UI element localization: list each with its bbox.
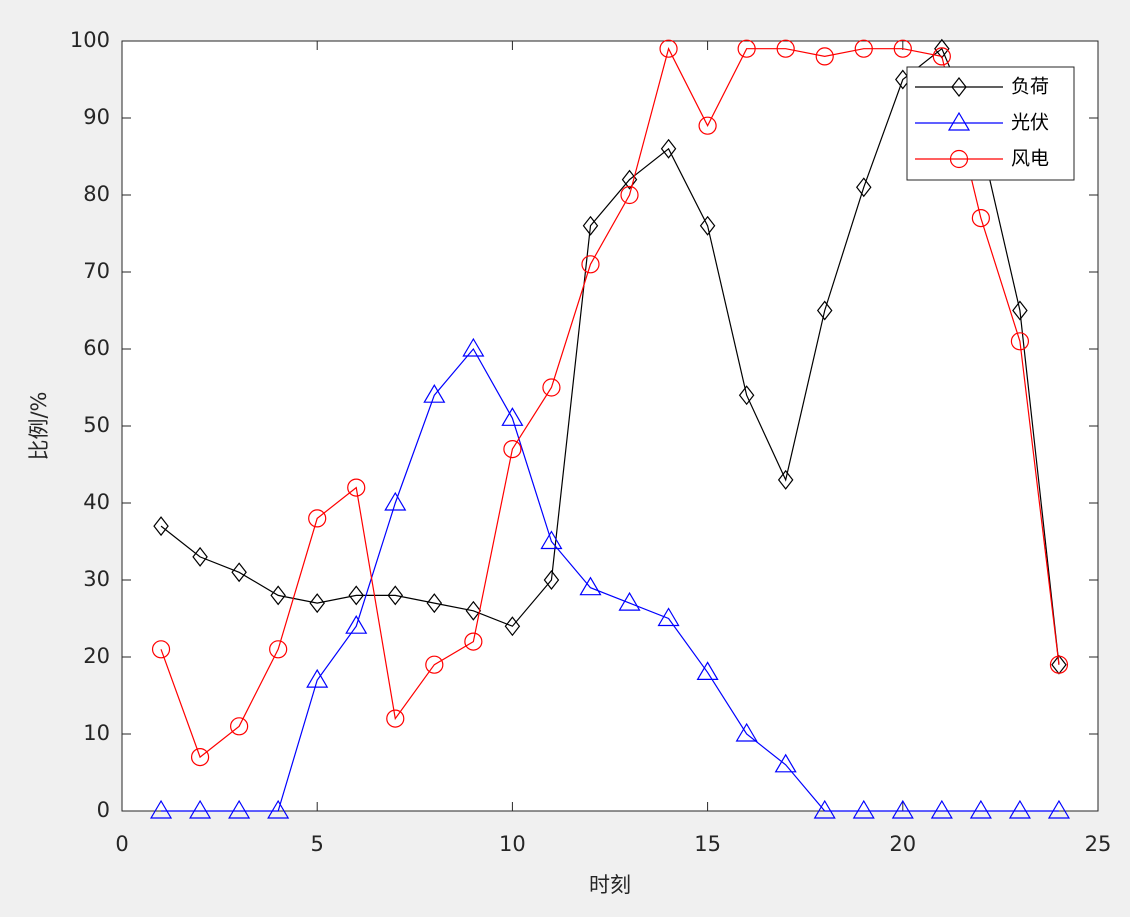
data-point — [698, 116, 717, 135]
x-tick-label: 25 — [1085, 832, 1112, 856]
x-tick-label: 5 — [311, 832, 324, 856]
data-point — [189, 799, 212, 819]
data-point — [149, 799, 173, 819]
y-tick-label: 30 — [83, 567, 110, 591]
data-point — [269, 640, 288, 659]
data-point — [737, 39, 756, 58]
data-point — [1010, 332, 1030, 351]
data-point — [345, 615, 368, 634]
data-point — [462, 337, 485, 357]
data-point — [776, 39, 795, 58]
legend-marker — [951, 77, 967, 97]
y-tick-label: 70 — [83, 259, 110, 283]
data-point — [190, 747, 210, 767]
legend-label: 光伏 — [1011, 112, 1049, 134]
data-point — [1008, 799, 1031, 819]
legend-label: 负荷 — [1011, 76, 1049, 98]
legend-marker — [949, 149, 969, 169]
data-point — [813, 799, 836, 819]
y-tick-label: 0 — [97, 798, 110, 822]
data-point — [540, 530, 563, 550]
x-axis-label: 时刻 — [589, 873, 631, 897]
y-tick-label: 80 — [83, 182, 110, 206]
data-point — [464, 632, 483, 651]
data-point — [267, 799, 290, 819]
data-point — [582, 215, 599, 236]
x-tick-label: 10 — [499, 832, 526, 856]
data-point — [971, 209, 990, 228]
x-tick-label: 15 — [694, 832, 721, 856]
data-point — [815, 47, 834, 66]
data-point — [501, 407, 524, 426]
data-point — [893, 39, 912, 58]
data-point — [816, 300, 833, 321]
data-point — [386, 709, 405, 728]
x-tick-label: 20 — [889, 832, 916, 856]
data-point — [855, 177, 872, 198]
data-point — [348, 585, 365, 606]
y-tick-label: 90 — [83, 105, 110, 129]
data-point — [932, 47, 951, 66]
legend-marker — [947, 111, 971, 131]
data-point — [423, 384, 446, 403]
data-point — [660, 138, 677, 159]
y-tick-label: 40 — [83, 490, 110, 514]
data-point — [777, 469, 794, 490]
data-point — [153, 516, 169, 537]
data-point — [387, 585, 404, 606]
data-point — [620, 185, 639, 205]
y-tick-label: 60 — [83, 336, 110, 360]
series-line — [160, 47, 1060, 759]
data-point — [426, 593, 443, 614]
data-point — [852, 799, 875, 819]
data-point — [192, 546, 208, 567]
data-point — [891, 799, 914, 819]
data-point — [384, 491, 407, 511]
data-point — [309, 593, 325, 614]
data-point — [231, 562, 247, 583]
data-point — [738, 385, 755, 406]
y-tick-label: 100 — [70, 28, 110, 52]
data-point — [503, 440, 522, 459]
x-tick-label: 0 — [115, 832, 128, 856]
data-point — [699, 215, 716, 236]
data-point — [308, 509, 327, 528]
data-point — [230, 717, 249, 736]
data-point — [659, 39, 678, 58]
data-point — [657, 607, 680, 627]
y-axis-label: 比例/% — [27, 391, 51, 460]
data-point — [618, 591, 641, 611]
data-point — [228, 799, 251, 819]
axes-box — [121, 40, 1099, 812]
data-point — [347, 478, 366, 497]
data-point — [854, 39, 873, 58]
data-point — [465, 600, 482, 621]
data-point — [543, 570, 560, 590]
data-point — [581, 255, 600, 274]
data-point — [579, 576, 602, 596]
data-point — [1012, 300, 1028, 321]
legend-label: 风电 — [1011, 148, 1049, 170]
y-tick-label: 50 — [83, 413, 110, 437]
data-point — [151, 640, 171, 659]
data-point — [425, 655, 444, 674]
data-point — [542, 378, 561, 397]
data-point — [1049, 655, 1069, 674]
y-tick-label: 20 — [83, 644, 110, 668]
data-point — [306, 668, 329, 688]
data-point — [1047, 799, 1071, 819]
data-point — [735, 722, 758, 742]
data-point — [696, 661, 719, 681]
data-point — [774, 753, 797, 773]
data-point — [270, 585, 286, 606]
data-point — [969, 799, 992, 819]
y-tick-label: 10 — [83, 721, 110, 745]
data-point — [504, 616, 521, 637]
data-point — [930, 799, 953, 819]
